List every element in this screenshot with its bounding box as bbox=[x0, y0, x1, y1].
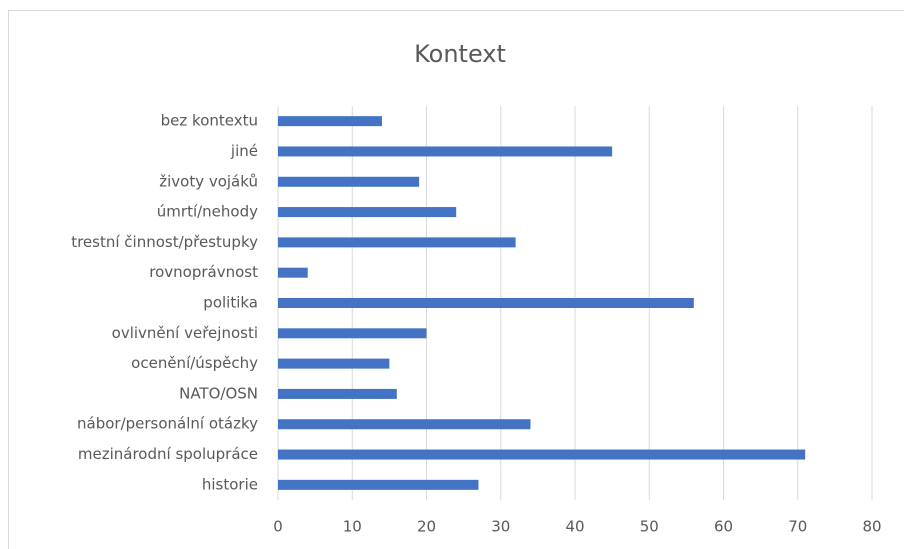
chart-frame bbox=[8, 10, 904, 549]
x-tick-label: 40 bbox=[565, 518, 584, 536]
chart-title: Kontext bbox=[414, 40, 506, 68]
y-tick-label: rovnoprávnost bbox=[149, 263, 258, 281]
y-tick-label: NATO/OSN bbox=[179, 384, 258, 402]
y-tick-label: nábor/personální otázky bbox=[77, 415, 258, 433]
bar bbox=[278, 116, 382, 127]
x-tick-label: 50 bbox=[640, 518, 659, 536]
bar bbox=[278, 479, 479, 490]
bar bbox=[278, 207, 457, 218]
y-tick-label: ovlivnění veřejnosti bbox=[112, 324, 258, 342]
x-tick-label: 80 bbox=[862, 518, 881, 536]
y-tick-label: trestní činnost/přestupky bbox=[71, 233, 258, 251]
y-tick-label: historie bbox=[202, 475, 258, 493]
y-tick-label: politika bbox=[203, 294, 258, 312]
bar bbox=[278, 146, 613, 157]
y-tick-label: životy vojáků bbox=[159, 172, 258, 190]
bar bbox=[278, 328, 427, 339]
bar bbox=[278, 237, 516, 248]
y-tick-label: jiné bbox=[230, 142, 258, 160]
x-tick-label: 20 bbox=[417, 518, 436, 536]
bar bbox=[278, 388, 397, 399]
bar bbox=[278, 298, 694, 308]
bar bbox=[278, 358, 390, 369]
bar bbox=[278, 419, 531, 430]
bar bbox=[278, 267, 308, 278]
y-tick-label: ocenění/úspěchy bbox=[131, 354, 258, 372]
bar bbox=[278, 449, 806, 460]
bar bbox=[278, 176, 420, 187]
x-tick-label: 10 bbox=[343, 518, 362, 536]
x-tick-label: 70 bbox=[788, 518, 807, 536]
x-tick-label: 0 bbox=[273, 518, 283, 536]
y-tick-label: mezinárodní spolupráce bbox=[78, 445, 258, 463]
x-tick-label: 30 bbox=[491, 518, 510, 536]
y-tick-label: bez kontextu bbox=[161, 112, 258, 130]
x-tick-label: 60 bbox=[714, 518, 733, 536]
y-tick-label: úmrtí/nehody bbox=[157, 203, 258, 221]
